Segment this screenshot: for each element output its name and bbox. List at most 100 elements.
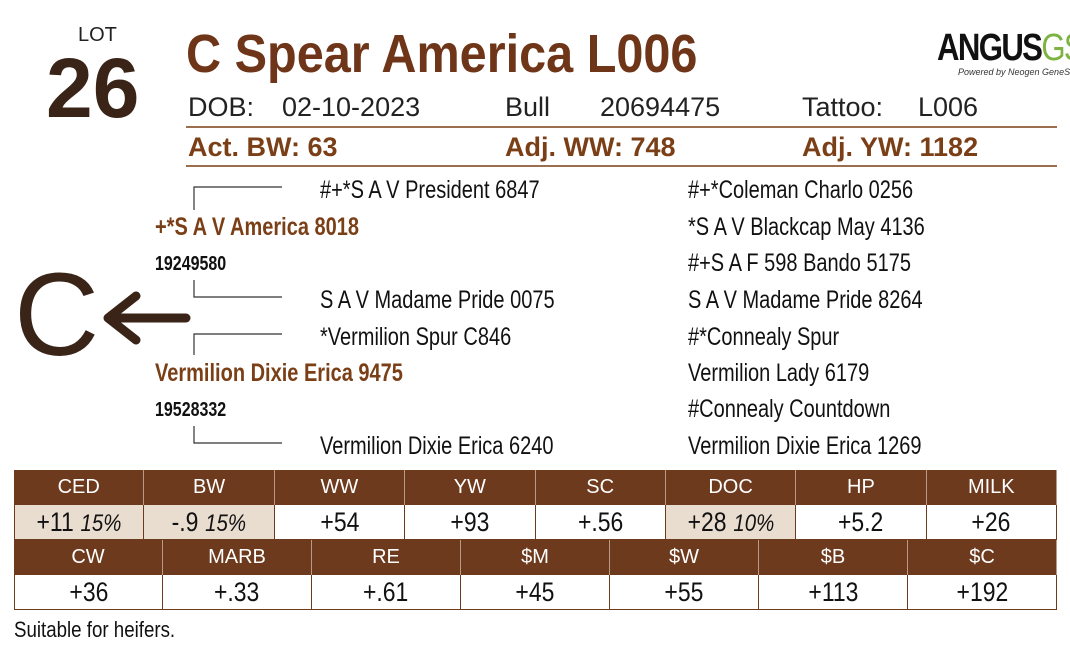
pedigree-name: #+*S A V President 6847 — [320, 175, 595, 205]
logo-tagline: Powered by Neogen GeneSeek — [958, 67, 1070, 77]
great-grandparent: *S A V Blackcap May 4136 — [688, 212, 984, 242]
epd-value-text: +.56 — [578, 507, 623, 538]
epd-value: +36 — [14, 575, 163, 610]
name: #+*S A V President 6847 — [320, 176, 540, 204]
epd-value-text: +55 — [665, 577, 704, 608]
name: #+*Coleman Charlo 0256 — [688, 176, 914, 204]
lot-label: LOT — [78, 24, 117, 46]
epd-value-text: +11 15% — [37, 507, 122, 538]
great-grandparent: #+*Coleman Charlo 0256 — [688, 175, 969, 205]
number: 19528332 — [155, 399, 227, 421]
epd-header: $M — [461, 540, 610, 575]
value: +11 — [36, 506, 74, 537]
epd-value-text: +36 — [69, 577, 108, 608]
weight: Adj. YW: 1182 — [802, 132, 979, 162]
lot-number: 26 — [46, 41, 140, 135]
epd-header: $C — [908, 540, 1057, 575]
epd-value-text: +93 — [450, 507, 489, 538]
great-grandparent: #*Connealy Spur — [688, 322, 877, 352]
arrow — [103, 291, 191, 345]
value: -.9 — [171, 506, 199, 537]
great-grandparent: Vermilion Lady 6179 — [688, 358, 915, 388]
epd-value-text: +54 — [320, 507, 359, 538]
epd-value-text: +26 — [972, 507, 1011, 538]
sire: +*S A V America 8018 — [155, 212, 410, 242]
footnote-text: Suitable for heifers. — [14, 617, 176, 642]
epd-header: SC — [535, 470, 666, 505]
epd-value: +.56 — [535, 505, 666, 540]
epd-value: +93 — [405, 505, 536, 540]
epd-header: YW — [405, 470, 536, 505]
sire-registration: 19249580 — [155, 251, 244, 277]
logo-brand: ANGUS — [937, 27, 1043, 69]
value: +26 — [971, 506, 1011, 537]
name: Vermilion Dixie Erica 1269 — [688, 432, 922, 460]
epd-value-text: +113 — [808, 577, 858, 608]
name: Vermilion Dixie Erica 6240 — [320, 432, 554, 460]
name: #Connealy Countdown — [688, 395, 891, 423]
name: S A V Madame Pride 0075 — [320, 286, 555, 314]
epd-value: +55 — [610, 575, 759, 610]
tattoo-label: Tattoo: — [802, 92, 884, 122]
logo-suffix: GS — [1041, 27, 1070, 69]
epd-value: +5.2 — [796, 505, 927, 540]
logo-text: ANGUSGS — [937, 28, 1070, 68]
epd-value: +192 — [908, 575, 1057, 610]
value: +.61 — [363, 576, 409, 607]
value: +5.2 — [838, 506, 884, 537]
epd-value-text: +28 10% — [687, 507, 774, 538]
epd-value-text: -.9 15% — [172, 507, 246, 538]
name: *Vermilion Spur C846 — [320, 323, 512, 351]
name: #*Connealy Spur — [688, 323, 840, 351]
number: 19249580 — [155, 253, 227, 275]
epd-value: +54 — [274, 505, 406, 540]
sex: Bull — [505, 92, 551, 122]
pedigree-name: Vermilion Dixie Erica 6240 — [320, 431, 612, 461]
name: #+S A F 598 Bando 5175 — [688, 249, 911, 277]
value: +54 — [319, 506, 359, 537]
great-grandparent: #Connealy Countdown — [688, 394, 941, 424]
epd-value-text: +.33 — [214, 577, 259, 608]
epd-header: CW — [14, 540, 163, 575]
epd-header: WW — [274, 470, 406, 505]
title: C Spear America L006 — [186, 22, 754, 86]
epd-header: DOC — [665, 470, 797, 505]
epd-value: -.9 15% — [144, 505, 275, 540]
epd-header: $W — [610, 540, 759, 575]
great-grandparent: S A V Madame Pride 8264 — [688, 285, 981, 315]
value: +45 — [515, 576, 555, 607]
dam: Vermilion Dixie Erica 9475 — [155, 358, 465, 388]
pedigree-name: S A V Madame Pride 0075 — [320, 285, 613, 315]
epd-value-text: +45 — [516, 577, 555, 608]
dob-label: DOB: — [188, 92, 255, 122]
value: +93 — [450, 506, 490, 537]
dam-registration: 19528332 — [155, 397, 244, 423]
weight: Act. BW: 63 — [188, 132, 338, 162]
epd-header: RE — [312, 540, 461, 575]
title-text: C Spear America L006 — [186, 24, 698, 84]
great-grandparent: #+S A F 598 Bando 5175 — [688, 248, 967, 278]
epd-value-text: +192 — [956, 577, 1008, 608]
epd-value-text: +5.2 — [838, 507, 883, 538]
tattoo: L006 — [918, 92, 979, 122]
calving-ease-letter: C — [14, 249, 100, 381]
value: +.56 — [577, 506, 623, 537]
percentile: 10% — [733, 509, 774, 537]
epd-header: HP — [796, 470, 927, 505]
value: +36 — [69, 576, 108, 607]
epd-header: BW — [144, 470, 275, 505]
name: Vermilion Lady 6179 — [688, 359, 870, 387]
epd-value: +113 — [759, 575, 908, 610]
epd-value: +.33 — [163, 575, 312, 610]
name: S A V Madame Pride 8264 — [688, 286, 923, 314]
epd-header: CED — [14, 470, 145, 505]
registration: 20694475 — [600, 92, 721, 122]
value: +192 — [956, 576, 1008, 607]
value: +55 — [664, 576, 704, 607]
epd-value: +26 — [926, 505, 1057, 540]
epd-value-text: +.61 — [363, 577, 408, 608]
weight: Adj. WW: 748 — [505, 132, 676, 162]
dob: 02-10-2023 — [282, 92, 421, 122]
